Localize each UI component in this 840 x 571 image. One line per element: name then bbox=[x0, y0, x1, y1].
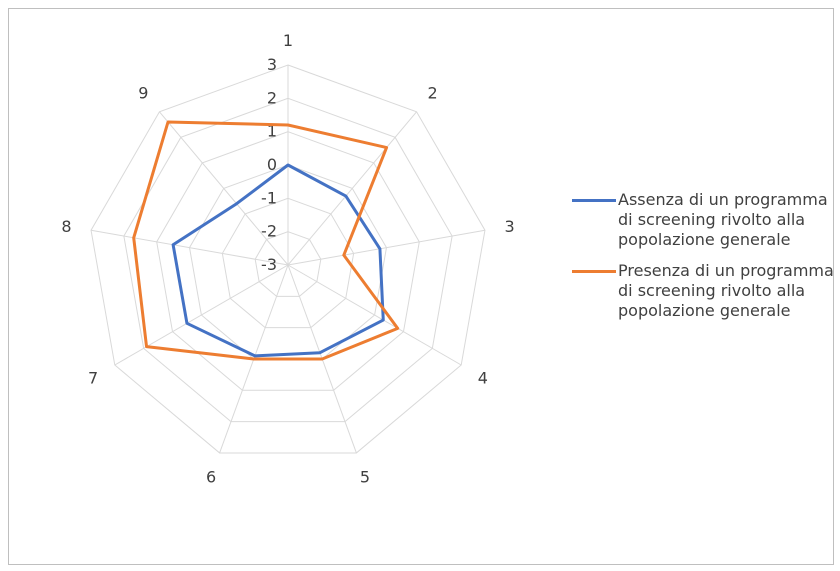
legend-item-series-1[interactable]: Assenza di un programma di screening riv… bbox=[572, 190, 834, 250]
category-label-3: 3 bbox=[504, 217, 514, 236]
legend-swatch-series-1 bbox=[572, 199, 616, 202]
radar-ring bbox=[254, 231, 322, 297]
radial-tick-label: 2 bbox=[267, 88, 277, 107]
radar-ring bbox=[221, 197, 355, 329]
series-line-1 bbox=[171, 163, 385, 358]
legend-swatch-series-2 bbox=[572, 270, 616, 273]
radar-ring bbox=[90, 64, 486, 454]
category-label-7: 7 bbox=[88, 369, 98, 388]
legend-label-series-2: Presenza di un programma di screening ri… bbox=[618, 261, 834, 320]
category-label-5: 5 bbox=[360, 467, 370, 486]
category-label-9: 9 bbox=[138, 84, 148, 103]
series-line-2 bbox=[132, 120, 400, 361]
radial-tick-label: -3 bbox=[261, 255, 277, 274]
category-label-8: 8 bbox=[61, 217, 71, 236]
radar-grid bbox=[90, 64, 486, 454]
category-labels: 1 2 3 4 5 6 7 8 9 bbox=[61, 31, 514, 486]
radar-ring bbox=[156, 131, 420, 391]
category-label-4: 4 bbox=[478, 369, 488, 388]
legend-item-series-2[interactable]: Presenza di un programma di screening ri… bbox=[572, 261, 834, 321]
legend-label-series-1: Assenza di un programma di screening riv… bbox=[618, 190, 828, 249]
chart-frame bbox=[8, 8, 834, 565]
category-label-6: 6 bbox=[206, 467, 216, 486]
legend: Assenza di un programma di screening riv… bbox=[572, 190, 834, 332]
category-label-1: 1 bbox=[283, 31, 293, 50]
radial-tick-label: 3 bbox=[267, 55, 277, 74]
radial-tick-label: -1 bbox=[261, 188, 277, 207]
radial-tick-label: 1 bbox=[267, 122, 277, 141]
radar-ring bbox=[123, 97, 453, 423]
radial-tick-label: 0 bbox=[267, 155, 277, 174]
series-lines bbox=[132, 120, 400, 361]
category-label-2: 2 bbox=[428, 84, 438, 103]
radial-tick-label: -2 bbox=[261, 222, 277, 241]
radial-tick-labels: -3 -2 -1 0 1 2 3 bbox=[261, 55, 277, 274]
